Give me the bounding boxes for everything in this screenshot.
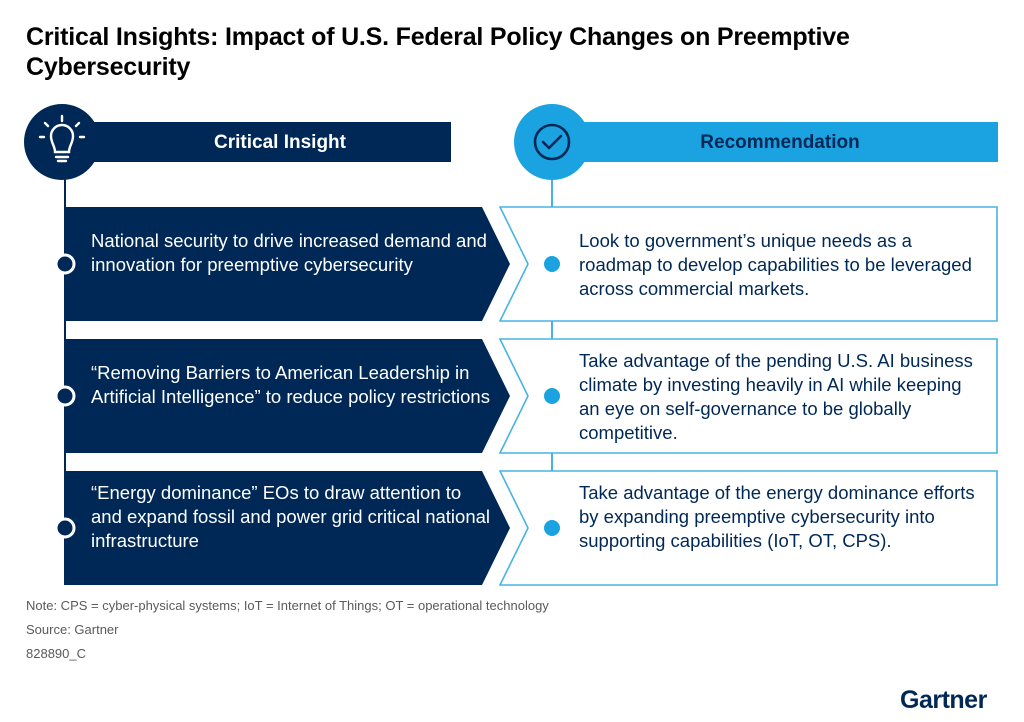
recommendation-header-bar <box>552 122 998 162</box>
footer-id: 828890_C <box>26 646 86 661</box>
recommendation-row-3-box <box>498 470 998 586</box>
page-title: Critical Insights: Impact of U.S. Federa… <box>26 23 850 81</box>
insight-row-3-dot <box>54 517 76 539</box>
insight-header-label: Critical Insight <box>214 132 346 153</box>
recommendation-row-1-dot <box>544 256 560 272</box>
insight-header-bar <box>65 122 451 162</box>
insight-row-3-text: “Energy dominance” EOs to draw attention… <box>91 482 491 551</box>
lightbulb-icon <box>38 114 86 163</box>
recommendation-icon-circle <box>514 104 590 180</box>
footer-source: Source: Gartner <box>26 622 119 637</box>
recommendation-row-2-box <box>498 338 998 454</box>
checkmark-circle-icon <box>533 123 571 161</box>
recommendation-row-1-text: Look to government’s unique needs as a r… <box>579 230 972 299</box>
insight-row-2-dot <box>54 385 76 407</box>
insight-row-2-box <box>65 339 510 453</box>
gartner-logo: Gartner <box>900 686 987 714</box>
footer-note: Note: CPS = cyber-physical systems; IoT … <box>26 598 549 613</box>
recommendation-row-3-text: Take advantage of the energy dominance e… <box>579 482 975 551</box>
recommendation-header-label: Recommendation <box>700 132 860 153</box>
insight-row-3-box <box>65 471 510 585</box>
insight-row-1-dot <box>54 253 76 275</box>
recommendation-row-1-box <box>498 206 998 322</box>
insight-row-1-box <box>65 207 510 321</box>
insight-row-1-text: National security to drive increased dem… <box>91 230 487 275</box>
recommendation-row-2-text: Take advantage of the pending U.S. AI bu… <box>579 350 973 443</box>
insight-icon-circle <box>24 104 100 180</box>
insight-row-2-text: “Removing Barriers to American Leadershi… <box>91 362 490 407</box>
recommendation-row-3-dot <box>544 520 560 536</box>
recommendation-row-2-dot <box>544 388 560 404</box>
